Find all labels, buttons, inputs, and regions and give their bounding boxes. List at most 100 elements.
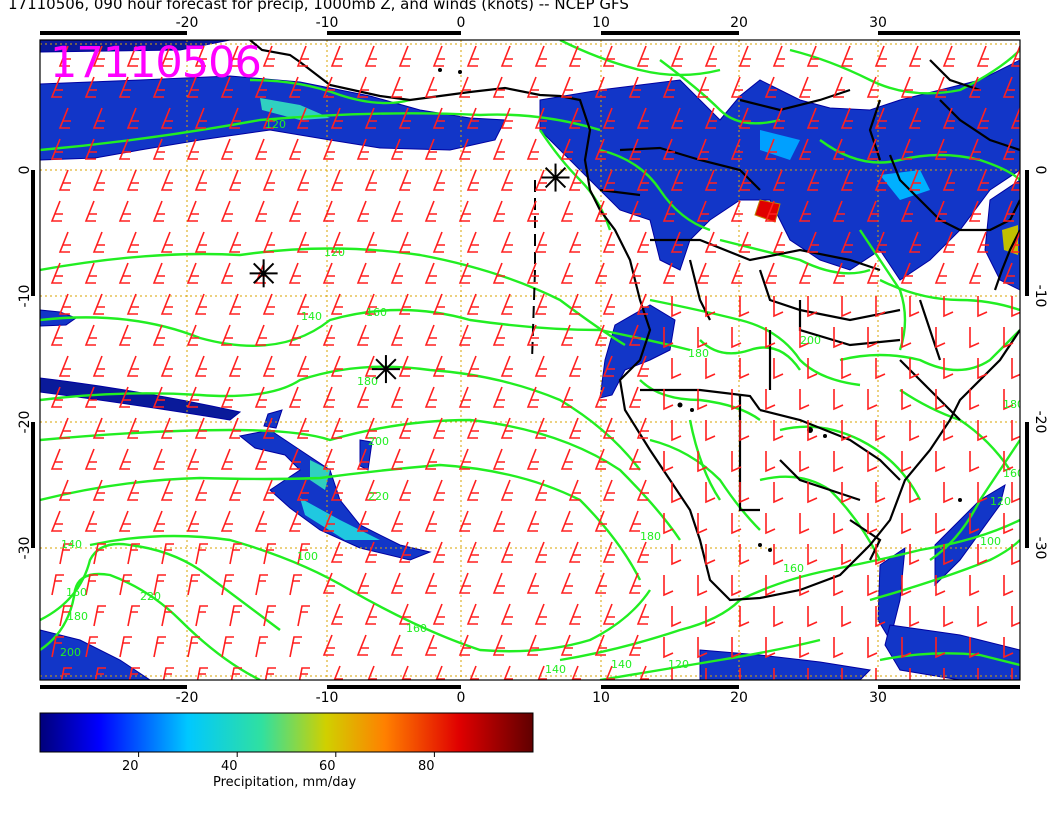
wind-barb — [764, 76, 777, 98]
wind-barb — [560, 76, 573, 98]
wind-barb — [670, 231, 683, 253]
wind-barb — [333, 665, 343, 680]
wind-barb — [160, 355, 173, 377]
wind-barb — [60, 667, 72, 680]
wind-barb — [330, 603, 343, 625]
wind-barb — [1003, 389, 1014, 411]
wind-barb — [833, 389, 844, 411]
wind-barb — [330, 169, 343, 191]
wind-barb — [909, 668, 911, 680]
wind-barb — [730, 200, 743, 222]
wind-barb — [705, 482, 716, 504]
wind-barb — [160, 45, 173, 67]
wind-barb — [526, 200, 539, 222]
wind-barb — [534, 417, 547, 439]
wind-barb — [288, 200, 301, 222]
wind-barb — [765, 389, 776, 411]
wind-barb — [704, 107, 717, 129]
wind-barb — [628, 324, 641, 346]
wind-barb — [432, 107, 445, 129]
wind-barb — [93, 543, 106, 565]
wind-barb — [492, 324, 505, 346]
contour-label: 200 — [60, 646, 81, 659]
wind-barb — [602, 417, 615, 439]
wind-barb — [492, 448, 505, 470]
wind-barb — [288, 262, 301, 284]
wind-barb — [772, 45, 785, 67]
wind-barb — [50, 138, 63, 160]
wind-barb — [568, 541, 581, 563]
wind-barb — [230, 667, 242, 680]
wind-barb — [492, 386, 505, 408]
wind-barb — [909, 544, 920, 566]
wind-barb — [636, 293, 649, 315]
lon-tick-label: 10 — [592, 690, 610, 706]
wind-barb — [390, 572, 403, 594]
wind-barb — [466, 107, 479, 129]
wind-barb — [424, 138, 437, 160]
wind-barb — [1003, 513, 1014, 535]
wind-barb — [160, 479, 173, 501]
wind-barb — [832, 262, 845, 284]
wind-barb — [432, 603, 445, 625]
wind-barb — [160, 417, 173, 439]
map-title: 17110506, 090 hour forecast for precip, … — [8, 0, 629, 13]
wind-barb — [288, 448, 301, 470]
wind-barb — [255, 574, 268, 596]
wind-barb — [126, 107, 139, 129]
wind-barb — [364, 45, 377, 67]
wind-barb — [398, 603, 411, 625]
wind-barb — [867, 513, 878, 535]
wind-barb — [1002, 76, 1015, 98]
asterisk-marker — [249, 259, 278, 288]
wind-barb — [943, 544, 954, 566]
wind-barb — [628, 386, 641, 408]
contour-label: 140 — [545, 663, 566, 676]
wind-barb — [704, 231, 717, 253]
wind-barb — [118, 448, 131, 470]
wind-barb — [671, 482, 682, 504]
wind-barb — [773, 606, 784, 628]
wind-barb — [458, 572, 471, 594]
wind-barb — [50, 76, 63, 98]
contour-label: 140 — [61, 538, 82, 551]
contour-label: 220 — [140, 590, 161, 603]
wind-barb — [594, 634, 607, 656]
wind-barb — [526, 510, 539, 532]
wind-barb — [730, 138, 743, 160]
wind-barb — [875, 668, 877, 680]
wind-barb — [262, 107, 275, 129]
wind-barb — [220, 262, 233, 284]
wind-barb — [671, 420, 682, 442]
colorbar-title: Precipitation, mm/day — [213, 775, 357, 790]
wind-barb — [628, 138, 641, 160]
lon-tick-label: 30 — [869, 690, 887, 706]
wind-barb — [671, 544, 682, 566]
wind-barb — [458, 386, 471, 408]
wind-barb — [900, 262, 913, 284]
wind-barb — [1011, 296, 1020, 318]
wind-barb — [731, 637, 742, 659]
wind-barb — [186, 448, 199, 470]
wind-barb — [602, 541, 615, 563]
wind-barb — [194, 417, 207, 439]
wind-barb — [58, 107, 71, 129]
wind-barb — [186, 510, 199, 532]
wind-barb — [398, 231, 411, 253]
wind-barb — [492, 634, 505, 656]
wind-barb — [731, 451, 742, 473]
wind-barb — [976, 231, 989, 253]
wind-barb — [534, 107, 547, 129]
wind-barb — [772, 231, 785, 253]
wind-barb — [322, 510, 335, 532]
wind-barb — [356, 572, 369, 594]
wind-barb — [935, 513, 946, 535]
wind-barb — [466, 293, 479, 315]
wind-barb — [254, 138, 267, 160]
wind-barb — [398, 479, 411, 501]
wind-barb — [773, 482, 784, 504]
wind-barb — [807, 358, 818, 380]
lon-tick-label: 20 — [730, 15, 748, 31]
wind-barb — [92, 45, 105, 67]
wind-barb — [356, 200, 369, 222]
